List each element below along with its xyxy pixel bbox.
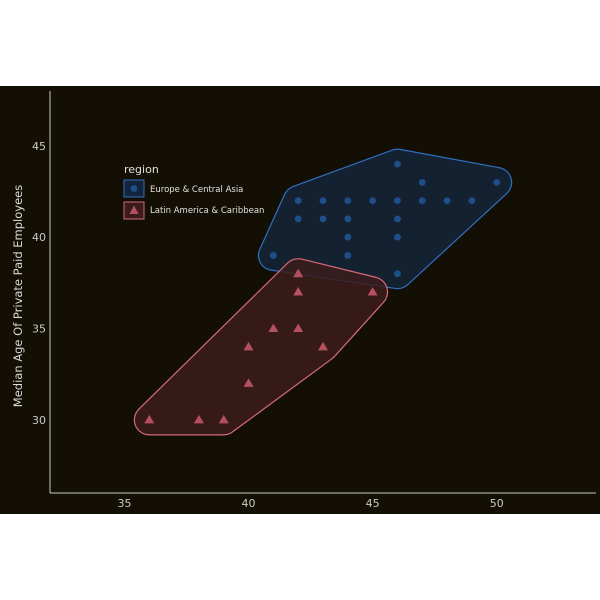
x-tick-label: 40 xyxy=(242,497,256,510)
legend-title: region xyxy=(124,163,159,176)
hull-latin-america xyxy=(133,258,389,436)
data-point xyxy=(293,323,304,333)
data-point xyxy=(369,197,377,205)
y-tick-label: 40 xyxy=(32,231,46,244)
x-tick-label: 50 xyxy=(490,497,504,510)
y-tick-labels: 30 35 40 45 xyxy=(32,140,46,427)
data-point xyxy=(344,233,352,241)
legend-marker-europe xyxy=(130,185,138,192)
data-point xyxy=(394,160,401,168)
data-point xyxy=(443,197,451,205)
data-point xyxy=(319,215,327,223)
data-point xyxy=(294,197,302,205)
data-point xyxy=(418,197,426,205)
data-point xyxy=(394,270,401,278)
data-point xyxy=(394,215,401,223)
x-tick-label: 35 xyxy=(117,497,131,510)
legend-label-europe: Europe & Central Asia xyxy=(150,185,243,195)
data-point xyxy=(493,178,501,186)
data-point xyxy=(394,197,401,205)
data-point xyxy=(144,414,155,424)
data-point xyxy=(319,197,327,205)
y-tick-label: 45 xyxy=(32,140,46,153)
legend-item-latin-america: Latin America & Caribbean xyxy=(123,201,264,220)
data-point xyxy=(269,252,277,259)
data-point xyxy=(293,287,304,296)
legend: region Europe & Central Asia Latin Ameri… xyxy=(123,163,264,220)
hull-layer xyxy=(133,148,513,436)
chart-panel: 35 40 45 50 30 35 40 45 Median Age Of Private … xyxy=(0,86,600,514)
scatter-chart: 35 40 45 50 30 35 40 45 Median Age Of Private … xyxy=(11,91,596,510)
data-point xyxy=(344,197,352,205)
point-layer xyxy=(144,160,501,424)
data-point xyxy=(468,197,476,205)
data-point xyxy=(394,233,401,241)
data-point xyxy=(344,252,352,259)
x-tick-labels: 35 40 45 50 xyxy=(117,497,503,510)
data-point xyxy=(218,414,229,424)
y-tick-label: 30 xyxy=(32,414,46,427)
data-point xyxy=(344,215,352,223)
data-point xyxy=(293,268,304,278)
y-tick-label: 35 xyxy=(32,323,46,336)
data-point xyxy=(193,414,204,424)
data-point xyxy=(294,215,302,223)
data-point xyxy=(318,341,328,351)
data-point xyxy=(367,287,378,296)
y-axis-title: Median Age Of Private Paid Employees xyxy=(11,185,25,407)
legend-marker-latin-america xyxy=(129,205,139,214)
hull-europe xyxy=(257,148,513,290)
data-point xyxy=(418,178,426,186)
x-tick-label: 45 xyxy=(366,497,380,510)
legend-item-europe: Europe & Central Asia xyxy=(123,179,243,198)
data-point xyxy=(268,323,279,333)
legend-label-latin-america: Latin America & Caribbean xyxy=(150,206,264,216)
data-point xyxy=(243,378,254,387)
data-point xyxy=(243,341,254,351)
